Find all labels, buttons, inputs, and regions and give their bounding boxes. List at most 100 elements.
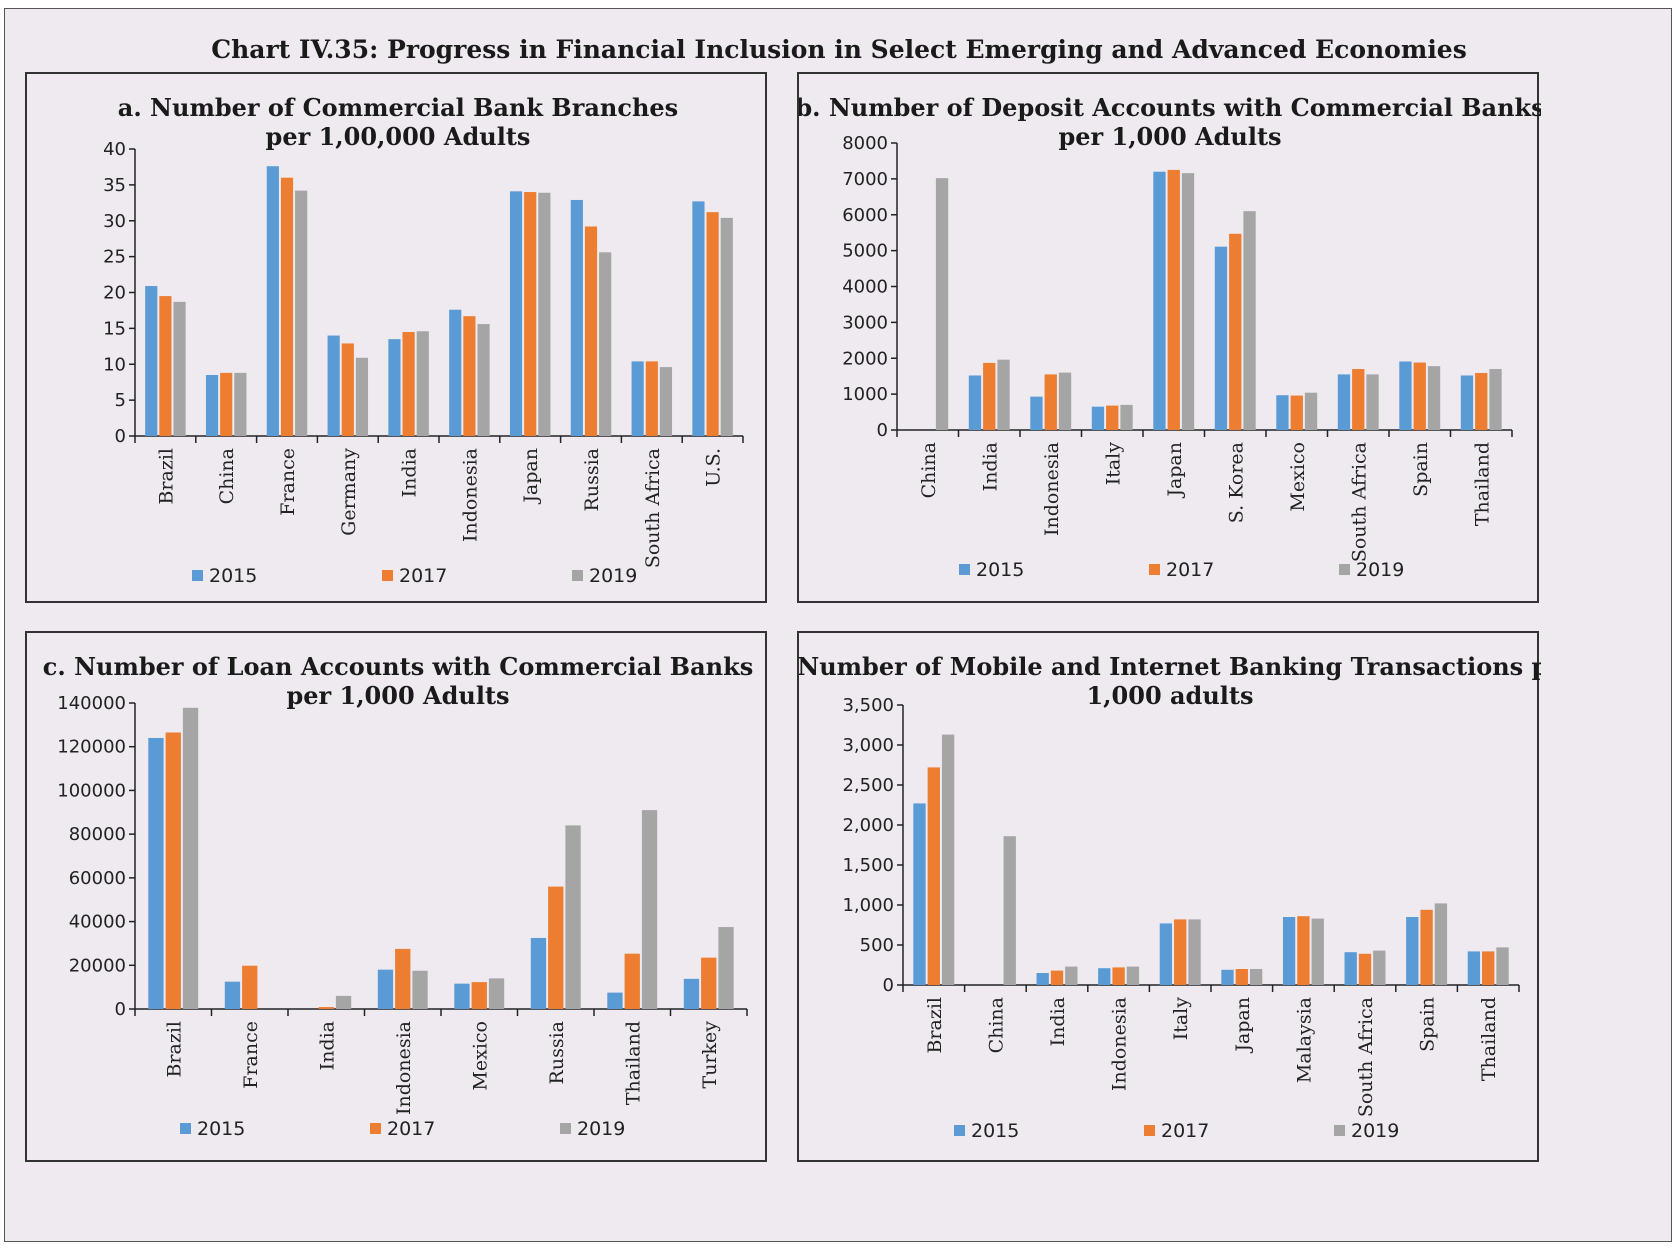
- panel-title-line: per 1,00,000 Adults: [266, 122, 531, 151]
- bar-2019-italy: [1188, 919, 1201, 985]
- legend-label: 2019: [1351, 1120, 1399, 1142]
- y-tick-label: 3000: [842, 312, 888, 333]
- bar-2015-brazil: [148, 737, 164, 1009]
- y-tick-label: 3,500: [842, 695, 894, 716]
- legend-label: 2017: [387, 1118, 435, 1140]
- bar-2017-china: [220, 372, 233, 436]
- category-label: Brazil: [163, 1021, 185, 1078]
- bar-2015-china: [205, 375, 219, 436]
- bar-2019-india: [335, 995, 352, 1009]
- bar-2019-japan: [1181, 173, 1195, 430]
- legend-swatch-2019: [1339, 564, 1350, 575]
- bar-2019-indonesia: [412, 970, 428, 1009]
- bar-2017-russia: [548, 886, 564, 1009]
- category-label: Mexico: [1287, 442, 1309, 512]
- legend-label: 2019: [577, 1118, 625, 1140]
- y-tick-label: 2,000: [842, 815, 894, 836]
- y-tick-label: 5000: [842, 241, 888, 262]
- bar-2017-france: [280, 177, 294, 436]
- legend-swatch-2019: [560, 1123, 571, 1134]
- bar-2017-japan: [1167, 169, 1180, 430]
- y-tick-label: 4000: [842, 277, 888, 298]
- bar-2015-italy: [1159, 923, 1173, 985]
- bar-2019-mexico: [488, 978, 505, 1009]
- bar-2017-japan: [1235, 969, 1248, 985]
- bar-2015-france: [224, 981, 241, 1009]
- bar-2019-south-africa: [1366, 374, 1379, 430]
- bar-2015-thailand: [1460, 375, 1474, 430]
- bar-2015-thailand: [1467, 951, 1481, 985]
- bar-2019-south-africa: [1373, 950, 1386, 985]
- category-label: Indonesia: [393, 1021, 415, 1115]
- category-label: Turkey: [699, 1021, 721, 1089]
- bar-2019-china: [234, 372, 247, 436]
- bar-2017-brazil: [165, 732, 181, 1009]
- bar-2015-india: [388, 339, 401, 436]
- bar-2015-brazil: [913, 803, 926, 985]
- y-tick-label: 0: [877, 420, 888, 441]
- bar-2015-indonesia: [1030, 396, 1043, 430]
- bar-2019-brazil: [182, 707, 199, 1009]
- chart-frame: Chart IV.35: Progress in Financial Inclu…: [4, 8, 1672, 1242]
- category-label: Italy: [1102, 442, 1124, 486]
- bar-2019-malaysia: [1311, 918, 1324, 985]
- bar-2015-spain: [1406, 917, 1419, 985]
- category-label: Indonesia: [1109, 997, 1131, 1091]
- category-label: Italy: [1170, 997, 1192, 1041]
- y-tick-label: 100000: [57, 780, 126, 801]
- chart-c: c. Number of Loan Accounts with Commerci…: [43, 652, 753, 1140]
- bar-2017-india: [983, 362, 996, 430]
- bar-2015-indonesia: [1098, 968, 1111, 985]
- category-label: Japan: [1164, 442, 1186, 499]
- legend-label: 2017: [1166, 559, 1214, 581]
- bar-2019-japan: [1249, 969, 1263, 985]
- bar-2015-south-africa: [631, 361, 644, 436]
- bar-2017-indonesia: [1112, 967, 1125, 985]
- bar-2017-thailand: [1482, 951, 1495, 985]
- category-label: Brazil: [155, 448, 177, 505]
- bar-2015-india: [968, 375, 982, 430]
- category-label: Malaysia: [1293, 997, 1315, 1083]
- bar-2015-russia: [530, 937, 547, 1009]
- bar-2015-italy: [1091, 406, 1105, 430]
- bar-2019-s-korea: [1243, 211, 1256, 430]
- y-tick-label: 8000: [842, 133, 888, 154]
- bar-2017-thailand: [624, 953, 640, 1009]
- bar-2019-mexico: [1304, 392, 1318, 430]
- bar-2017-indonesia: [463, 316, 476, 436]
- bar-2015-mexico: [454, 983, 470, 1009]
- y-tick-label: 3,000: [842, 735, 894, 756]
- bar-2019-spain: [1434, 903, 1448, 985]
- legend-swatch-2015: [192, 570, 203, 581]
- legend-label: 2019: [1356, 559, 1404, 581]
- category-label: Indonesia: [459, 448, 481, 542]
- bar-2017-india: [318, 1007, 334, 1009]
- bar-2019-italy: [1120, 404, 1133, 430]
- legend-swatch-2015: [959, 564, 970, 575]
- category-label: Germany: [338, 448, 360, 536]
- bar-2015-japan: [1153, 171, 1166, 430]
- legend-swatch-2015: [954, 1125, 965, 1136]
- bar-2015-s-korea: [1214, 246, 1228, 430]
- bar-2017-france: [242, 965, 258, 1009]
- bar-2017-thailand: [1475, 372, 1488, 430]
- category-label: Japan: [520, 448, 542, 505]
- bar-2019-france: [295, 190, 308, 436]
- bar-2019-russia: [599, 252, 612, 436]
- bar-2015-india: [1036, 973, 1049, 985]
- category-label: Brazil: [924, 997, 946, 1054]
- legend-label: 2015: [971, 1120, 1019, 1142]
- bar-2017-italy: [1174, 919, 1187, 985]
- y-tick-label: 1,000: [842, 895, 894, 916]
- category-label: Russia: [581, 448, 603, 511]
- category-label: Japan: [1232, 997, 1254, 1054]
- y-tick-label: 30: [103, 211, 126, 232]
- category-label: China: [216, 448, 238, 504]
- bar-2015-germany: [327, 335, 340, 436]
- category-label: Russia: [546, 1021, 568, 1084]
- bar-2015-spain: [1399, 361, 1412, 430]
- bar-2017-russia: [584, 226, 598, 436]
- category-label: Thailand: [1478, 997, 1500, 1081]
- category-label: South Africa: [1348, 442, 1370, 562]
- legend-label: 2015: [209, 565, 257, 587]
